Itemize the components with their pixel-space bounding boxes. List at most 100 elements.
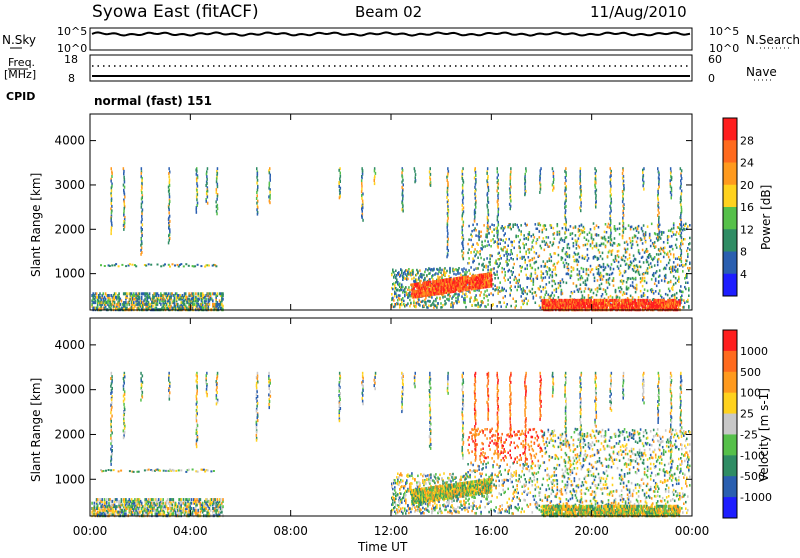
echo-cell [488, 186, 490, 189]
echo-cell [667, 242, 669, 245]
echo-cell [448, 298, 450, 301]
echo-cell [677, 264, 679, 267]
echo-cell [640, 266, 642, 269]
echo-cell [610, 190, 612, 193]
echo-cell [510, 289, 512, 292]
cpid-text: normal (fast) 151 [94, 94, 212, 108]
echo-cell [641, 295, 643, 298]
echo-cell [471, 304, 473, 307]
echo-cell [601, 283, 603, 286]
echo-cell [684, 238, 686, 241]
echo-cell [196, 208, 198, 211]
echo-cell [578, 290, 580, 293]
echo-cell [427, 288, 429, 291]
echo-cell [495, 227, 497, 230]
freq-tick-bottom: 8 [68, 72, 75, 85]
beam-title: Beam 02 [355, 3, 422, 21]
echo-cell [415, 173, 417, 176]
echo-cell [476, 223, 478, 226]
echo-cell [614, 225, 616, 228]
echo-cell [611, 253, 613, 256]
echo-cell [592, 268, 594, 271]
echo-cell [587, 259, 589, 262]
echo-cell [457, 298, 459, 301]
echo-cell [608, 236, 610, 239]
echo-cell [123, 167, 125, 170]
echo-cell [622, 294, 624, 297]
echo-cell [597, 279, 599, 282]
echo-cell [673, 256, 675, 259]
echo-cell [687, 256, 689, 259]
echo-cell [566, 262, 568, 265]
echo-cell [463, 238, 465, 241]
echo-cell [574, 259, 576, 262]
echo-cell [222, 292, 224, 295]
echo-cell [586, 239, 588, 242]
echo-cell [506, 258, 508, 261]
echo-cell [168, 264, 170, 266]
echo-cell [468, 262, 470, 265]
echo-cell [670, 281, 672, 284]
echo-cell [475, 234, 477, 237]
echo-cell [475, 304, 477, 307]
echo-cell [628, 287, 630, 290]
echo-cell [399, 306, 401, 309]
echo-cell [474, 177, 476, 180]
echo-cell [455, 273, 457, 276]
echo-cell [413, 287, 415, 290]
echo-cell [670, 179, 672, 182]
echo-cell [571, 270, 573, 273]
nsky-frame [90, 28, 692, 50]
echo-cell [449, 267, 451, 270]
echo-cell [489, 226, 491, 229]
echo-cell [554, 237, 556, 240]
echo-cell [196, 198, 198, 201]
echo-cell [511, 244, 513, 247]
echo-cell [210, 292, 212, 295]
echo-cell [571, 266, 573, 269]
echo-cell [689, 242, 691, 245]
echo-cell [657, 264, 659, 267]
echo-cell [482, 269, 484, 272]
echo-cell [609, 175, 611, 178]
echo-cell [636, 284, 638, 287]
echo-cell [668, 288, 670, 291]
echo-cell [626, 292, 628, 295]
echo-cell [623, 184, 625, 187]
echo-cell [509, 189, 511, 192]
echo-cell [111, 264, 113, 266]
echo-cell [391, 274, 393, 277]
echo-cell [396, 279, 398, 282]
echo-cell [110, 377, 112, 380]
echo-cell [584, 231, 586, 234]
echo-cell [614, 242, 616, 245]
echo-cell [491, 255, 493, 258]
echo-cell [498, 238, 500, 241]
echo-cell [463, 252, 465, 255]
echo-cell [675, 234, 677, 237]
echo-cell [436, 297, 438, 300]
echo-cell [545, 263, 547, 266]
echo-cell [655, 245, 657, 248]
echo-cell [480, 304, 482, 307]
echo-cell [447, 232, 449, 235]
echo-cell [493, 224, 495, 227]
echo-cell [619, 222, 621, 225]
echo-cell [617, 296, 619, 299]
echo-cell [525, 297, 527, 300]
echo-cell [580, 284, 582, 287]
echo-cell [482, 263, 484, 266]
echo-cell [483, 297, 485, 300]
echo-cell [504, 226, 506, 229]
echo-cell [623, 207, 625, 210]
echo-cell [565, 176, 567, 179]
echo-cell [673, 275, 675, 278]
echo-cell [622, 177, 624, 180]
echo-cell [142, 223, 144, 226]
echo-cell [560, 285, 562, 288]
colorbar-tick-label: 16 [740, 201, 754, 214]
echo-cell [470, 239, 472, 242]
echo-cell [644, 237, 646, 240]
colorbar-tick-label: 20 [740, 179, 754, 192]
echo-cell [169, 239, 171, 242]
